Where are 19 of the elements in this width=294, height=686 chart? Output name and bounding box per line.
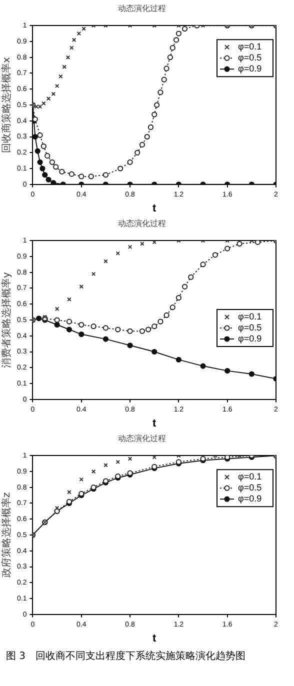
legend-label: φ=0.1 <box>238 311 262 322</box>
chart-title: 动态演化过程 <box>118 4 166 14</box>
legend-label: φ=0.9 <box>238 333 262 344</box>
x-axis-title: t <box>152 202 157 214</box>
y-axis-title: 政府策略选择概率z <box>0 492 13 578</box>
caption: 图 3 回收商不同支出程度下系统实施策略演化趋势图 <box>5 650 247 664</box>
x-axis-title: t <box>152 632 157 644</box>
legend-label: φ=0.5 <box>238 482 262 493</box>
y-axis-title: 消费者策略选择概率y <box>0 272 13 368</box>
legend-label: φ=0.5 <box>238 52 262 63</box>
chart-title: 动态演化过程 <box>118 434 166 444</box>
legend-label: φ=0.9 <box>238 64 262 74</box>
y-axis-title: 回收商策略选择概率x <box>0 56 13 153</box>
legend-label: φ=0.5 <box>238 322 262 332</box>
legend-label: φ=0.9 <box>238 494 262 504</box>
legend-label: φ=0.1 <box>238 472 262 482</box>
x-axis-title: t <box>152 417 157 430</box>
legend-label: φ=0.1 <box>238 42 262 52</box>
chart-title: 动态演化过程 <box>118 219 166 228</box>
